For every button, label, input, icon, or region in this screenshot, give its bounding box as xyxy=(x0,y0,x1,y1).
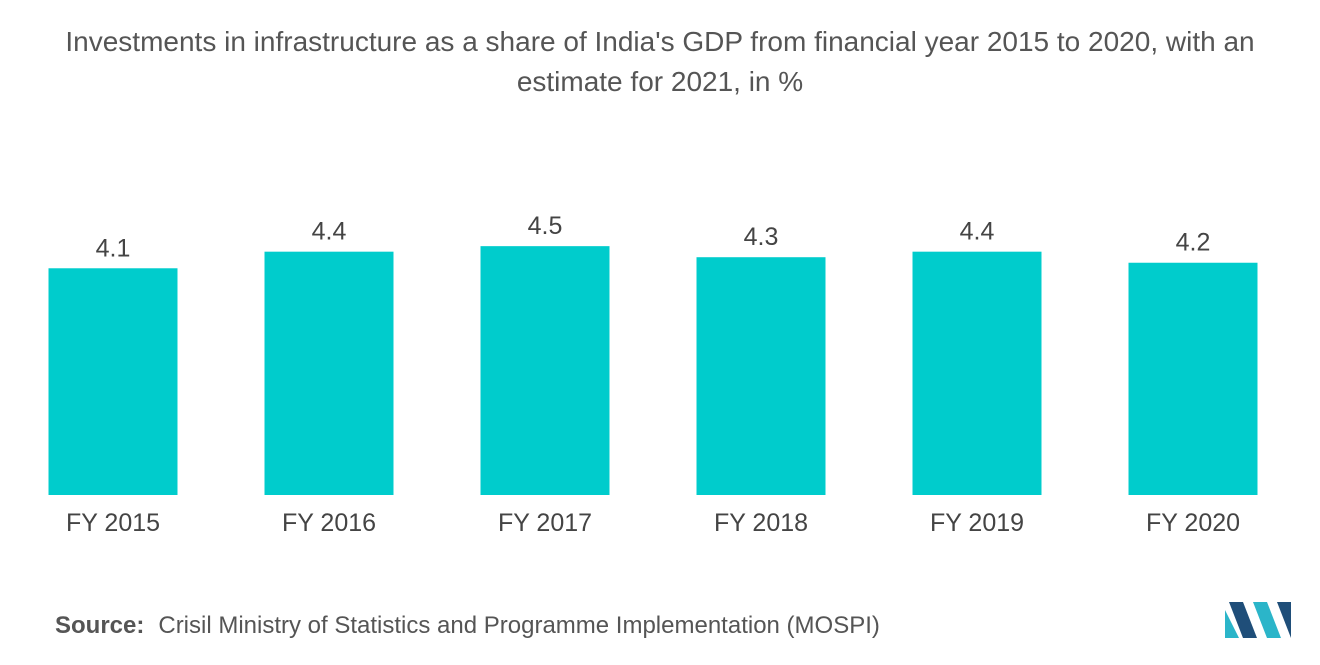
chart-title: Investments in infrastructure as a share… xyxy=(65,26,1255,97)
data-label: 4.3 xyxy=(744,223,779,251)
data-label: 4.4 xyxy=(312,218,347,246)
data-label: 4.5 xyxy=(528,212,563,240)
mordor-intelligence-logo-icon xyxy=(1225,602,1291,638)
data-labels-group: 4.1 4.4 4.5 4.3 4.4 4.2 xyxy=(96,212,1211,262)
x-tick-label: FY 2019 xyxy=(930,509,1024,537)
bars-group xyxy=(48,246,1258,495)
data-label: 4.4 xyxy=(960,218,995,246)
bar-fy-2019 xyxy=(912,251,1042,495)
source-label: Source: xyxy=(55,612,145,639)
bar-chart: 4.1 4.4 4.5 4.3 4.4 4.2 FY 2015 FY 2016 FY 2017… xyxy=(48,212,1258,537)
x-axis-ticks-group: FY 2015 FY 2016 FY 2017 FY 2018 FY 2019 FY 20… xyxy=(66,509,1240,537)
bar-fy-2017 xyxy=(480,246,610,495)
x-tick-label: FY 2020 xyxy=(1146,509,1240,537)
data-label: 4.2 xyxy=(1176,229,1211,257)
bar-fy-2020 xyxy=(1128,262,1258,495)
bar-fy-2015 xyxy=(48,268,178,495)
x-tick-label: FY 2017 xyxy=(498,509,592,537)
bar-fy-2016 xyxy=(264,251,394,495)
x-tick-label: FY 2015 xyxy=(66,509,160,537)
source-note: Source: Crisil Ministry of Statistics and… xyxy=(55,612,880,640)
x-tick-label: FY 2016 xyxy=(282,509,376,537)
source-text: Crisil Ministry of Statistics and Progra… xyxy=(158,612,880,639)
data-label: 4.1 xyxy=(96,234,131,262)
bar-fy-2018 xyxy=(696,257,826,495)
x-tick-label: FY 2018 xyxy=(714,509,808,537)
